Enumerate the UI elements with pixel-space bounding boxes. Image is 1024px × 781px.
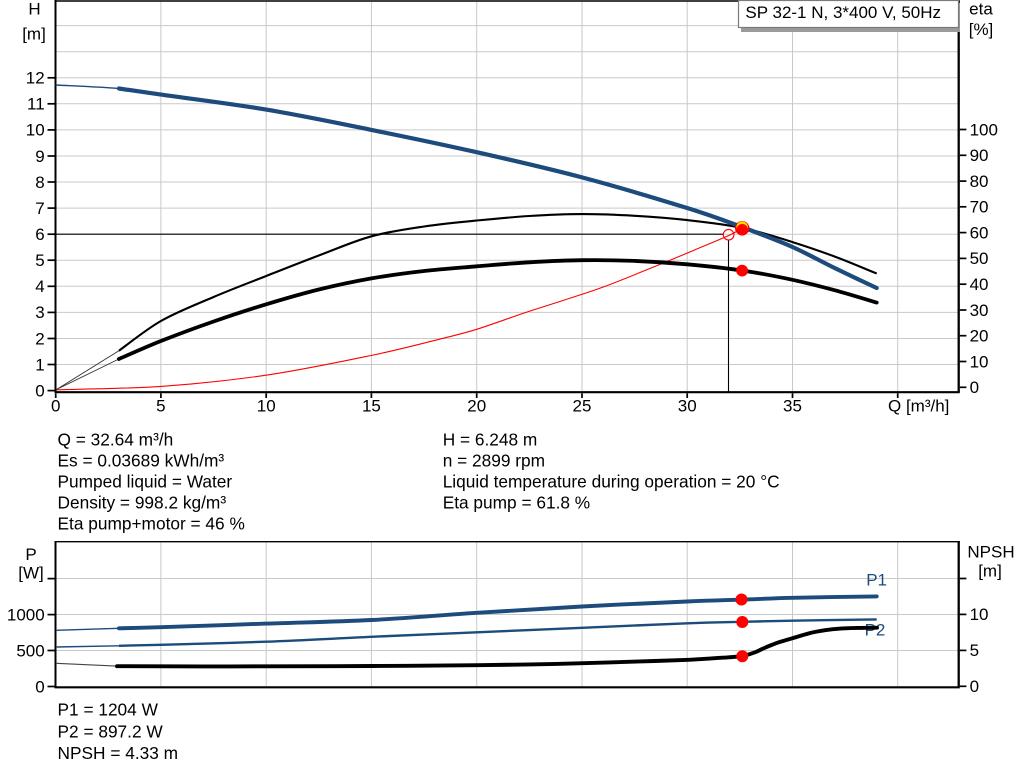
svg-text:H: H	[28, 0, 40, 19]
svg-text:10: 10	[257, 397, 276, 416]
svg-text:eta: eta	[969, 0, 993, 19]
svg-text:NPSH = 4.33 m: NPSH = 4.33 m	[58, 743, 179, 763]
svg-text:1: 1	[35, 355, 44, 374]
svg-text:30: 30	[970, 301, 989, 320]
svg-text:Density = 998.2 kg/m³: Density = 998.2 kg/m³	[58, 493, 227, 513]
svg-text:1000: 1000	[7, 605, 45, 624]
svg-text:10: 10	[26, 121, 45, 140]
svg-text:Q = 32.64 m³/h: Q = 32.64 m³/h	[58, 430, 174, 450]
svg-text:P1: P1	[866, 570, 887, 589]
svg-text:8: 8	[35, 173, 44, 192]
svg-text:SP 32-1 N, 3*400 V, 50Hz: SP 32-1 N, 3*400 V, 50Hz	[745, 3, 941, 22]
svg-text:P: P	[25, 545, 36, 564]
svg-text:20: 20	[970, 327, 989, 346]
svg-text:6: 6	[35, 225, 44, 244]
svg-text:Pumped liquid = Water: Pumped liquid = Water	[58, 472, 233, 492]
svg-text:50: 50	[970, 249, 989, 268]
svg-text:5: 5	[156, 397, 165, 416]
svg-text:10: 10	[970, 605, 989, 624]
svg-text:Es = 0.03689 kWh/m³: Es = 0.03689 kWh/m³	[58, 451, 225, 471]
svg-text:25: 25	[573, 397, 592, 416]
svg-text:100: 100	[970, 120, 998, 139]
svg-text:P2: P2	[865, 621, 886, 640]
svg-text:0: 0	[35, 677, 44, 696]
svg-text:5: 5	[35, 251, 44, 270]
svg-text:2: 2	[35, 329, 44, 348]
svg-text:P1 = 1204 W: P1 = 1204 W	[58, 700, 159, 720]
svg-text:11: 11	[27, 95, 45, 114]
svg-text:NPSH: NPSH	[967, 543, 1014, 562]
svg-text:[%]: [%]	[969, 20, 994, 39]
svg-text:0: 0	[970, 677, 979, 696]
svg-text:35: 35	[783, 397, 802, 416]
svg-text:7: 7	[35, 199, 44, 218]
svg-text:10: 10	[970, 352, 989, 371]
svg-text:60: 60	[970, 223, 989, 242]
svg-text:0: 0	[51, 397, 60, 416]
svg-text:40: 40	[970, 275, 989, 294]
svg-text:4: 4	[35, 277, 44, 296]
svg-text:0: 0	[35, 381, 44, 400]
svg-text:90: 90	[970, 146, 989, 165]
svg-text:Eta pump+motor = 46 %: Eta pump+motor = 46 %	[58, 514, 245, 534]
svg-text:Liquid temperature during oper: Liquid temperature during operation = 20…	[443, 472, 780, 492]
svg-text:[W]: [W]	[18, 564, 44, 583]
svg-text:n = 2899 rpm: n = 2899 rpm	[443, 451, 545, 471]
svg-text:[m]: [m]	[22, 25, 46, 44]
svg-text:P2 = 897.2 W: P2 = 897.2 W	[58, 721, 164, 741]
svg-text:Eta pump = 61.8 %: Eta pump = 61.8 %	[443, 493, 590, 513]
svg-text:70: 70	[970, 198, 989, 217]
svg-text:30: 30	[678, 397, 697, 416]
svg-text:12: 12	[26, 69, 45, 88]
svg-text:3: 3	[35, 303, 44, 322]
svg-text:0: 0	[970, 378, 979, 397]
svg-text:5: 5	[970, 641, 979, 660]
svg-text:9: 9	[35, 147, 44, 166]
svg-text:H = 6.248 m: H = 6.248 m	[443, 430, 538, 450]
svg-text:15: 15	[362, 397, 381, 416]
svg-text:[m]: [m]	[978, 562, 1002, 581]
svg-text:Q [m³/h]: Q [m³/h]	[888, 396, 949, 415]
svg-text:20: 20	[467, 397, 486, 416]
svg-text:500: 500	[16, 641, 44, 660]
svg-text:80: 80	[970, 172, 989, 191]
